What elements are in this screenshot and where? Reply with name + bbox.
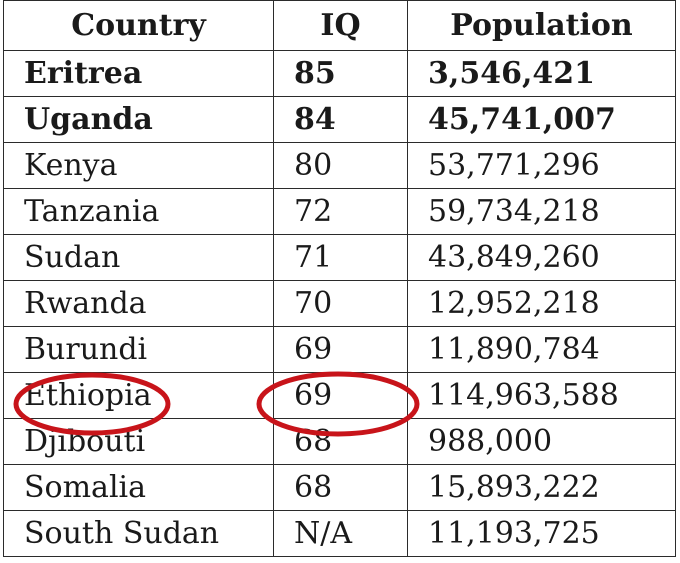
header-country: Country <box>3 0 274 51</box>
population-cell: 12,952,218 <box>407 280 676 327</box>
iq-cell: 71 <box>273 234 408 281</box>
iq-cell: 85 <box>273 50 408 97</box>
table-row-highlighted: Ethiopia 69 114,963,588 <box>3 372 676 419</box>
iq-cell: 68 <box>273 418 408 465</box>
header-iq: IQ <box>273 0 408 51</box>
iq-cell: 68 <box>273 464 408 511</box>
country-cell-circled: Ethiopia <box>3 372 274 419</box>
country-cell: Burundi <box>3 326 274 373</box>
iq-cell: N/A <box>273 510 408 557</box>
country-cell: Rwanda <box>3 280 274 327</box>
country-cell: Djibouti <box>3 418 274 465</box>
country-cell: Kenya <box>3 142 274 189</box>
country-cell: Uganda <box>3 96 274 143</box>
population-cell: 11,193,725 <box>407 510 676 557</box>
population-cell: 53,771,296 <box>407 142 676 189</box>
iq-cell-circled: 69 <box>273 372 408 419</box>
table-row: Somalia 68 15,893,222 <box>3 464 676 511</box>
header-row: Country IQ Population <box>3 0 676 51</box>
table-row: Sudan 71 43,849,260 <box>3 234 676 281</box>
country-iq-table: Country IQ Population Eritrea 85 3,546,4… <box>3 0 676 557</box>
table-row: Rwanda 70 12,952,218 <box>3 280 676 327</box>
table-row: Eritrea 85 3,546,421 <box>3 50 676 97</box>
country-cell: Somalia <box>3 464 274 511</box>
country-cell: South Sudan <box>3 510 274 557</box>
table-row: Kenya 80 53,771,296 <box>3 142 676 189</box>
population-cell: 43,849,260 <box>407 234 676 281</box>
population-cell: 15,893,222 <box>407 464 676 511</box>
population-cell: 114,963,588 <box>407 372 676 419</box>
iq-cell: 84 <box>273 96 408 143</box>
iq-cell: 80 <box>273 142 408 189</box>
country-cell: Sudan <box>3 234 274 281</box>
iq-cell: 70 <box>273 280 408 327</box>
table-row: Burundi 69 11,890,784 <box>3 326 676 373</box>
table-row: Uganda 84 45,741,007 <box>3 96 676 143</box>
population-cell: 59,734,218 <box>407 188 676 235</box>
population-cell: 988,000 <box>407 418 676 465</box>
country-cell: Eritrea <box>3 50 274 97</box>
iq-cell: 72 <box>273 188 408 235</box>
population-cell: 45,741,007 <box>407 96 676 143</box>
data-table-container: Country IQ Population Eritrea 85 3,546,4… <box>3 0 676 557</box>
table-row: South Sudan N/A 11,193,725 <box>3 510 676 557</box>
iq-cell: 69 <box>273 326 408 373</box>
table-row: Djibouti 68 988,000 <box>3 418 676 465</box>
country-cell: Tanzania <box>3 188 274 235</box>
table-row: Tanzania 72 59,734,218 <box>3 188 676 235</box>
header-population: Population <box>407 0 676 51</box>
population-cell: 3,546,421 <box>407 50 676 97</box>
population-cell: 11,890,784 <box>407 326 676 373</box>
